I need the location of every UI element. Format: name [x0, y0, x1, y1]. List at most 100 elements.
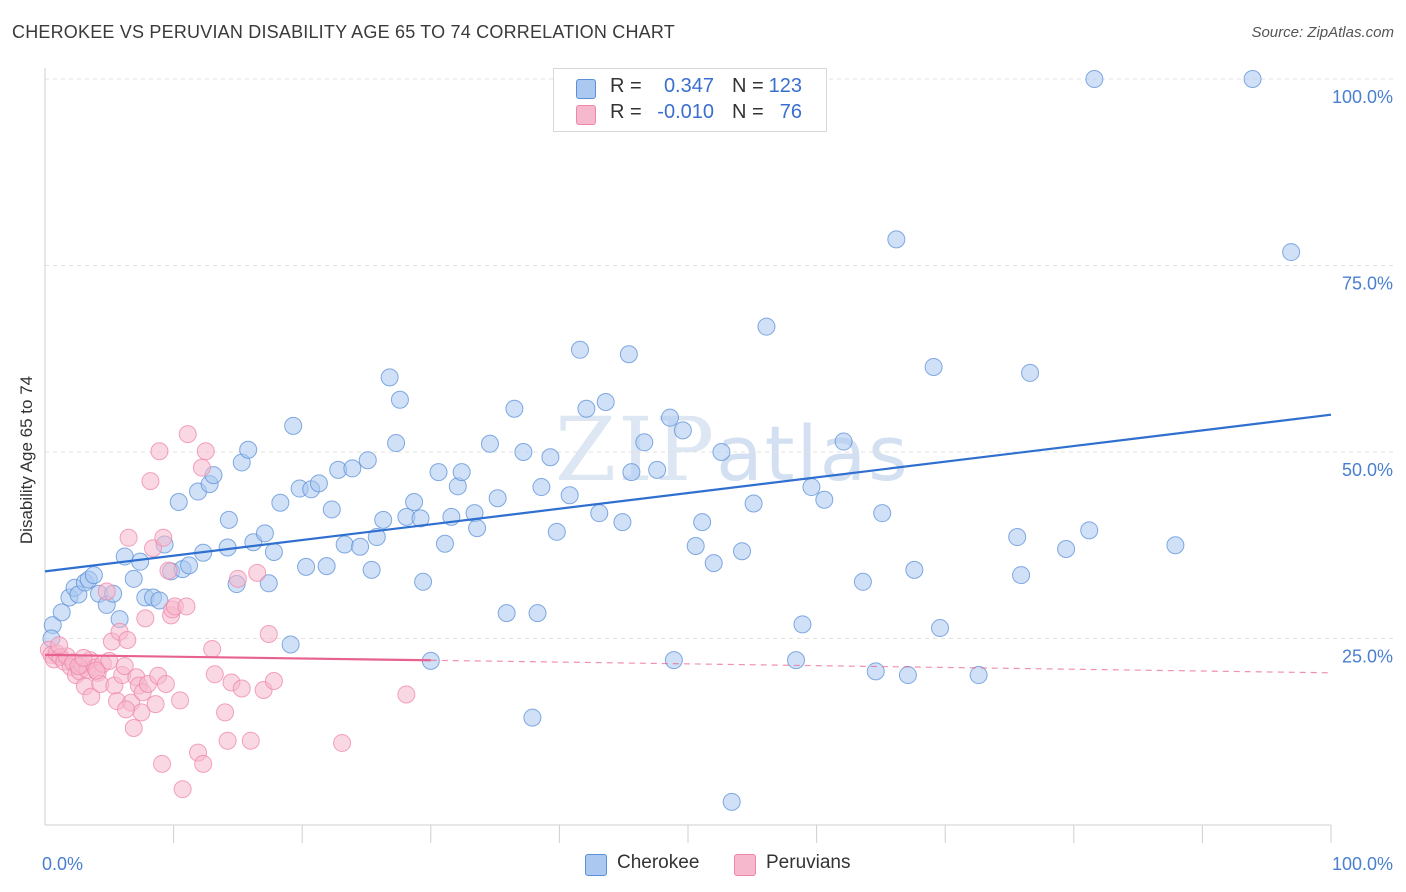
cherokee-point — [1166, 536, 1185, 555]
cherokee-point — [787, 651, 806, 670]
cherokee-point — [468, 519, 487, 538]
cherokee-point — [335, 535, 354, 554]
y-tick-label: 100.0% — [1332, 87, 1393, 107]
y-axis-label: Disability Age 65 to 74 — [17, 376, 36, 544]
cherokee-point — [180, 556, 199, 575]
bottom-legend-label-cherokee: Cherokee — [617, 852, 700, 873]
cherokee-point — [622, 463, 641, 482]
cherokee-point — [648, 460, 667, 479]
cherokee-point — [619, 345, 638, 364]
legend-n-label: N = — [732, 75, 764, 97]
bottom-legend-label-peruvians: Peruvians — [766, 852, 851, 873]
peruvian-point — [115, 657, 134, 676]
peruvian-point — [153, 754, 172, 773]
peruvian-point — [119, 528, 138, 547]
peruvian-point — [124, 719, 143, 738]
peruvian-point — [87, 661, 106, 680]
legend-n-value: 76 — [779, 101, 802, 123]
cherokee-point — [169, 492, 188, 511]
cherokee-point — [673, 421, 692, 440]
cherokee-point — [150, 591, 169, 610]
peruvian-point — [205, 665, 224, 684]
cherokee-point — [429, 463, 448, 482]
cherokee-point — [733, 542, 752, 561]
cherokee-point — [744, 494, 763, 513]
cherokee-point — [693, 513, 712, 532]
peruvian-point — [259, 625, 278, 644]
legend-r-label: R = — [610, 101, 642, 123]
cherokee-point — [590, 504, 609, 523]
cherokee-point — [523, 708, 542, 727]
legend-r-value: 0.347 — [663, 75, 714, 97]
cherokee-point — [969, 666, 988, 685]
cherokee-point — [704, 554, 723, 573]
cherokee-point — [873, 504, 892, 523]
chart-title: CHEROKEE VS PERUVIAN DISABILITY AGE 65 T… — [12, 22, 675, 42]
cherokee-point — [528, 604, 547, 623]
cherokee-point — [284, 416, 303, 435]
cherokee-point — [264, 542, 283, 561]
cherokee-point — [259, 574, 278, 593]
cherokee-point — [560, 486, 579, 505]
cherokee-point — [887, 230, 906, 249]
peruvian-point — [264, 672, 283, 691]
cherokee-point — [924, 357, 943, 376]
x-tick-label: 0.0% — [42, 854, 83, 874]
cherokee-point — [390, 390, 409, 409]
cherokee-point — [414, 572, 433, 591]
cherokee-point — [547, 522, 566, 541]
cherokee-point — [757, 317, 776, 336]
cherokee-point — [1085, 70, 1104, 88]
cherokee-point — [351, 537, 370, 556]
cherokee-point — [281, 635, 300, 654]
cherokee-point — [613, 513, 632, 532]
peruvian-point — [178, 425, 197, 444]
cherokee-point — [1012, 566, 1031, 585]
cherokee-point — [411, 509, 430, 528]
cherokee-point — [380, 368, 399, 387]
cherokee-point — [309, 474, 328, 493]
peruvian-point — [141, 472, 160, 491]
cherokee-point — [435, 534, 454, 553]
peruvian-point — [333, 733, 352, 752]
cherokee-point — [219, 510, 238, 529]
cherokee-point — [660, 408, 679, 427]
cherokee-point — [1282, 243, 1301, 262]
peruvian-point — [82, 687, 101, 706]
peruvian-point — [248, 563, 267, 582]
peruvian-point — [97, 582, 116, 601]
cherokee-point — [255, 524, 274, 543]
peruvian-point — [50, 636, 69, 655]
peruvian-point — [150, 442, 169, 461]
cherokee-point — [834, 432, 853, 451]
cherokee-point — [497, 604, 516, 623]
cherokee-point — [343, 459, 362, 478]
peruvian-point — [136, 609, 155, 628]
cherokee-point — [358, 451, 377, 470]
peruvian-point — [117, 700, 136, 719]
peruvian-point — [397, 685, 416, 704]
peruvian-trend-line-dashed — [430, 659, 1332, 674]
cherokee-point — [931, 619, 950, 638]
cherokee-point — [374, 510, 393, 529]
source-label: Source: ZipAtlas.com — [1251, 24, 1394, 41]
cherokee-point — [124, 569, 143, 588]
cherokee-point — [52, 603, 71, 622]
legend-swatch-cherokee — [576, 79, 596, 99]
peruvian-point — [171, 691, 190, 710]
peruvian-point — [159, 561, 178, 580]
cherokee-point — [239, 440, 258, 459]
cherokee-point — [853, 572, 872, 591]
y-tick-label: 75.0% — [1342, 274, 1393, 294]
y-tick-label: 25.0% — [1342, 647, 1393, 667]
cherokee-point — [322, 500, 341, 519]
cherokee-point — [1057, 539, 1076, 558]
cherokee-point — [1080, 521, 1099, 540]
peruvian-point — [228, 569, 247, 588]
peruvian-point — [154, 528, 173, 547]
cherokee-point — [532, 478, 551, 497]
peruvian-trend-line — [44, 653, 431, 662]
cherokee-point — [898, 666, 917, 685]
peruvian-point — [241, 731, 260, 750]
